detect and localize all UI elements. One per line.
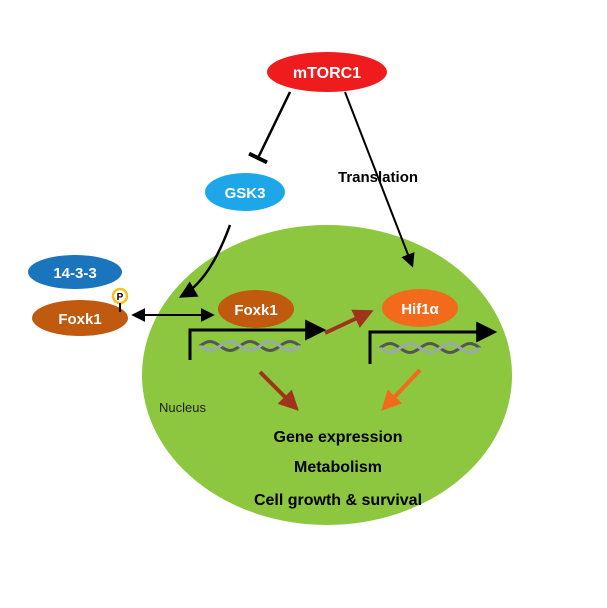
mtorc1-to-hif1a-arrow (344, 91, 415, 268)
mtorc1-label: mTORC1 (293, 65, 361, 82)
hif1a-label: Hif1α (401, 301, 439, 318)
foxk1-to-outcomes-arrow (258, 370, 299, 411)
nucleus-label: Nucleus (159, 400, 206, 415)
nucleus (142, 225, 512, 525)
foxk1-nucleus-node (218, 290, 294, 328)
outcome-gene-expression: Gene expression (274, 429, 403, 446)
hif1a-promoter-arrow (368, 321, 498, 364)
p1433-node (28, 255, 122, 289)
mtorc1-node (267, 52, 387, 92)
mtorc1-inhibits-gsk3 (248, 91, 292, 165)
phospho-label: P (117, 292, 124, 303)
hif1a-to-outcomes-arrow (381, 368, 422, 411)
foxk1-cytoplasm-node (32, 300, 128, 336)
foxk1-nucleus-label: Foxk1 (234, 302, 277, 319)
hif1a-node (382, 289, 458, 327)
foxk1-cytoplasm-label: Foxk1 (58, 311, 101, 328)
p1433-label: 14-3-3 (53, 265, 96, 282)
gsk3-node (205, 173, 285, 211)
gsk3-to-foxk1-arrow (178, 224, 232, 298)
outcome-cell-growth-survival: Cell growth & survival (254, 492, 422, 509)
dna-helix-hif1a (379, 342, 481, 354)
dna-helix-foxk1 (199, 340, 301, 352)
foxk1-to-hif1a-arrow (324, 309, 374, 335)
gsk3-label: GSK3 (225, 185, 266, 202)
foxk1-promoter-arrow (188, 319, 327, 360)
outcome-metabolism: Metabolism (294, 459, 382, 476)
